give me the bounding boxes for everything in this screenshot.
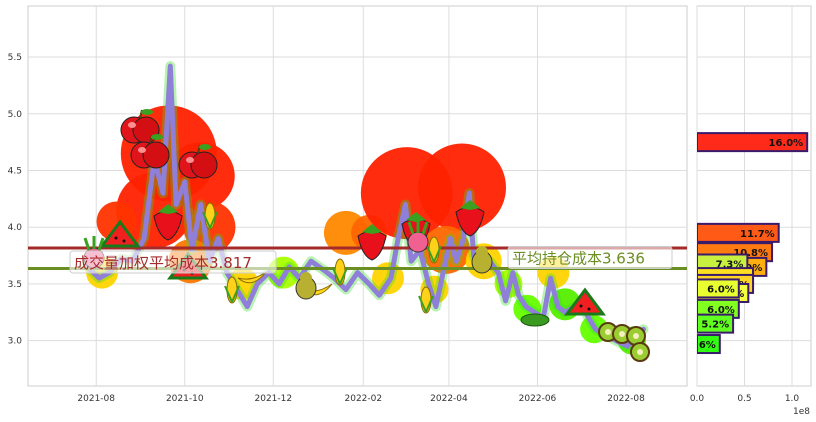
x-tick-label: 2022-06 <box>519 394 557 404</box>
peapod-icon <box>520 313 550 327</box>
strawberry-icon-leaves <box>460 200 480 210</box>
y-tick-label: 3.0 <box>8 337 23 347</box>
watermelon-icon-seed <box>579 304 583 308</box>
x-tick-label: 2021-08 <box>77 394 115 404</box>
pear-icon-top <box>300 272 312 284</box>
corn-icon <box>426 236 442 264</box>
pear-icon <box>471 246 493 274</box>
radish-icon-leaves <box>407 220 429 235</box>
pear-icon-top <box>476 246 488 258</box>
corn-icon-husk <box>202 211 218 229</box>
watermelon-icon-slice <box>564 287 606 316</box>
corn-icon <box>224 276 240 304</box>
side-x-tick-label: 0.0 <box>690 394 705 404</box>
corn-icon-husk <box>418 295 434 313</box>
volume-bar-label: 16.0% <box>768 138 803 149</box>
peapod-icon-body <box>520 313 550 327</box>
main-price-chart: 2021-08 2021-10 2021-12 2022-02 2022-04 2022-… <box>8 5 688 404</box>
volume-bar <box>697 313 735 334</box>
volume-bar-label: 6.0% <box>707 284 735 295</box>
kiwi-icon-core <box>637 349 643 355</box>
apple-icon-shine <box>128 122 136 128</box>
annotation-box <box>507 245 673 269</box>
apple-icon-body <box>142 141 170 169</box>
radish-icon <box>407 220 429 253</box>
radish-icon-leaves <box>83 236 105 251</box>
reference-line-annotation: 平均持仓成本3.636 <box>512 249 645 267</box>
apple-icon-leaf <box>141 109 153 115</box>
strawberry-icon-leaves <box>158 204 178 214</box>
apple-icon-body <box>190 151 218 179</box>
volume-bar-label: 7.3% <box>716 259 744 270</box>
volume-bar <box>697 278 740 299</box>
apple-icon <box>178 144 218 179</box>
corn-icon <box>332 258 348 286</box>
side-x-tick-label: 0.5 <box>737 394 751 404</box>
volume-bar-label: 10.8% <box>733 248 768 259</box>
annotation-box <box>69 250 277 274</box>
volume-bar <box>697 222 780 243</box>
strawberry-icon <box>153 204 183 241</box>
corn-icon-husk <box>426 245 442 263</box>
kiwi-icon <box>630 342 650 362</box>
volume-distribution-chart: 16.0%11.7%10.8%9.9%7.3%8.1%8.0%7.4%6.0%6… <box>690 5 812 417</box>
volume-bar-label: 6.0% <box>707 305 735 316</box>
corn-icon-cob <box>226 276 238 304</box>
x-tick-label: 2021-10 <box>166 394 204 404</box>
y-tick-label: 4.5 <box>8 166 22 176</box>
y-tick-label: 3.5 <box>8 280 22 290</box>
corn-icon-husk <box>332 267 348 285</box>
kiwi-icon-core <box>605 329 611 335</box>
corn-icon-cob <box>428 236 440 264</box>
apple-icon-shine <box>186 157 194 163</box>
apple-icon-leaf <box>199 144 211 150</box>
corn-icon-cob <box>204 202 216 230</box>
y-tick-label: 5.5 <box>8 53 22 63</box>
x-tick-label: 2022-08 <box>607 394 645 404</box>
kiwi-icon-core <box>619 331 625 337</box>
x-tick-label: 2022-04 <box>430 394 468 404</box>
watermelon-icon-seed <box>114 236 118 240</box>
corn-icon-cob <box>420 286 432 314</box>
corn-icon-cob <box>334 258 346 286</box>
strawberry-icon <box>357 224 387 261</box>
watermelon-icon <box>99 219 141 248</box>
apple-icon-shine <box>138 147 146 153</box>
x-tick-label: 2021-12 <box>255 394 293 404</box>
price-series <box>81 61 649 352</box>
side-x-axis: 0.0 0.5 1.0 <box>690 394 800 404</box>
volume-bars: 16.0%11.7%10.8%9.9%7.3%8.1%8.0%7.4%6.0%6… <box>697 132 809 355</box>
strawberry-icon-leaves <box>362 224 382 234</box>
apple-icon-leaf <box>151 134 163 140</box>
volume-bar-label: 11.7% <box>740 229 775 240</box>
kiwi-icon-core <box>633 333 639 339</box>
x-tick-label: 2022-02 <box>345 394 383 404</box>
main-x-axis: 2021-08 2021-10 2021-12 2022-02 2022-04 2022-… <box>77 394 645 404</box>
radish-icon-body <box>407 231 429 253</box>
volume-bar <box>697 334 721 355</box>
corn-icon <box>418 286 434 314</box>
watermelon-icon <box>564 287 606 316</box>
y-tick-label: 5.0 <box>8 110 23 120</box>
strawberry-icon <box>455 200 485 237</box>
strawberry-icon-leaves <box>406 212 426 222</box>
side-x-exponent: 1e8 <box>793 407 810 417</box>
volume-bar <box>697 132 809 153</box>
volume-blob <box>418 143 507 232</box>
watermelon-icon-seed <box>587 307 591 311</box>
reference-annotations: 成交量加权平均成本3.817 平均持仓成本3.636 <box>69 245 673 274</box>
watermelon-icon-slice <box>99 219 141 248</box>
corn-icon <box>202 202 218 230</box>
side-x-tick-label: 1.0 <box>785 394 800 404</box>
apple-icon <box>130 134 170 169</box>
volume-bar-label: 5.2% <box>701 320 729 331</box>
watermelon-icon-seed <box>122 239 126 243</box>
pear-icon <box>295 272 317 300</box>
reference-line-annotation: 成交量加权平均成本3.817 <box>74 254 252 272</box>
main-y-axis: 3.0 3.5 4.0 4.5 5.0 5.5 <box>8 53 23 347</box>
y-tick-label: 4.0 <box>8 223 23 233</box>
volume-bar-label: 6% <box>699 340 716 351</box>
corn-icon-husk <box>224 285 240 303</box>
